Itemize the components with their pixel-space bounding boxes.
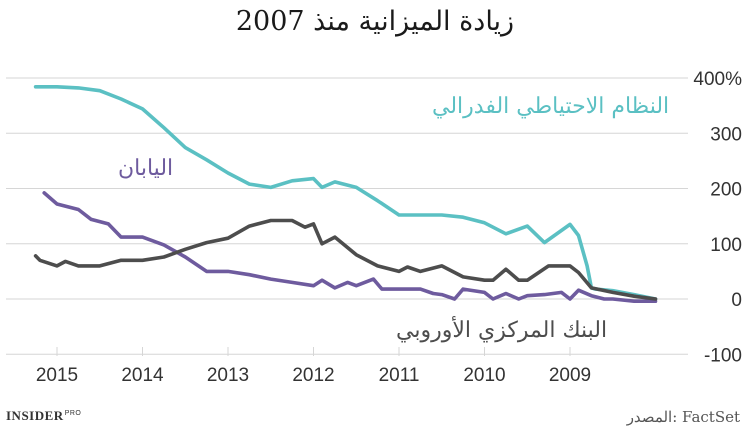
x-tick-label: 2009 — [549, 365, 591, 386]
y-tick-label: 200 — [710, 180, 742, 201]
series-labels: النظام الاحتياطي الفدرالي اليابان البنك ال… — [118, 94, 669, 343]
y-tick-label: -100 — [704, 345, 742, 366]
y-tick-label: 400% — [693, 69, 742, 90]
series-line-0 — [33, 85, 658, 301]
series-label-2: البنك المركزي الأوروبي — [396, 315, 607, 343]
series-line-1 — [42, 191, 658, 304]
x-tick-label: 2015 — [36, 365, 78, 386]
x-tick-label: 2012 — [292, 365, 334, 386]
y-axis-ticks: 400% 300 200 100 0 -100 — [693, 69, 742, 366]
x-tick-label: 2010 — [463, 365, 505, 386]
brand-logo: INSIDERPRO — [6, 408, 81, 424]
series-lines — [33, 85, 658, 304]
y-tick-label: 100 — [710, 235, 742, 256]
y-tick-label: 300 — [710, 124, 742, 145]
brand-suffix: PRO — [64, 409, 82, 417]
x-tick-label: 2014 — [121, 365, 164, 386]
x-axis-ticks: 2015 2014 2013 2012 2011 2010 2009 — [36, 347, 591, 386]
source-note: المصدر: FactSet — [626, 408, 740, 426]
series-line-2 — [33, 218, 658, 301]
brand-name: INSIDER — [6, 408, 64, 423]
chart-title: زيادة الميزانية منذ 2007 — [235, 6, 515, 37]
gridlines — [6, 77, 688, 355]
series-label-0: النظام الاحتياطي الفدرالي — [432, 94, 669, 119]
x-tick-label: 2011 — [379, 365, 420, 386]
y-tick-label: 0 — [731, 290, 742, 311]
x-tick-label: 2013 — [207, 365, 249, 386]
series-label-1: اليابان — [118, 156, 173, 181]
